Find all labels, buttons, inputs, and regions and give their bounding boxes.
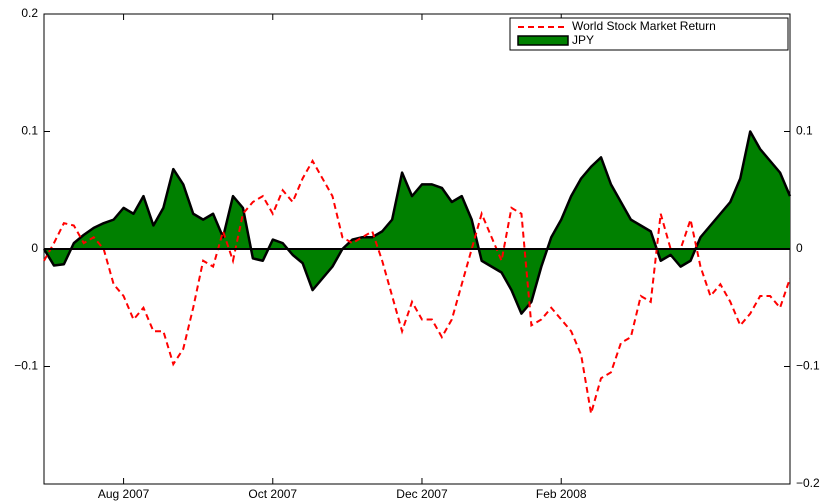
x-tick-label: Oct 2007 [248,487,297,501]
y2-tick-label: −0.1 [796,359,820,373]
y-tick-label: −0.1 [14,359,38,373]
y-tick-label: 0.1 [21,124,38,138]
area-outline [42,130,792,315]
y-tick-label: 0 [31,241,38,255]
y2-tick-label: −0.2 [796,476,820,490]
y2-tick-label: 0 [796,241,803,255]
legend-swatch-area [517,35,569,46]
x-tick-label: Dec 2007 [396,487,448,501]
line [43,158,791,414]
x-tick-label: Aug 2007 [98,487,150,501]
y2-tick-label: 0.1 [796,124,813,138]
legend-label: World Stock Market Return [572,19,716,33]
y-tick-label: 0.2 [21,6,38,20]
legend-label: JPY [572,33,594,47]
x-tick-label: Feb 2008 [536,487,587,501]
area [44,131,790,314]
